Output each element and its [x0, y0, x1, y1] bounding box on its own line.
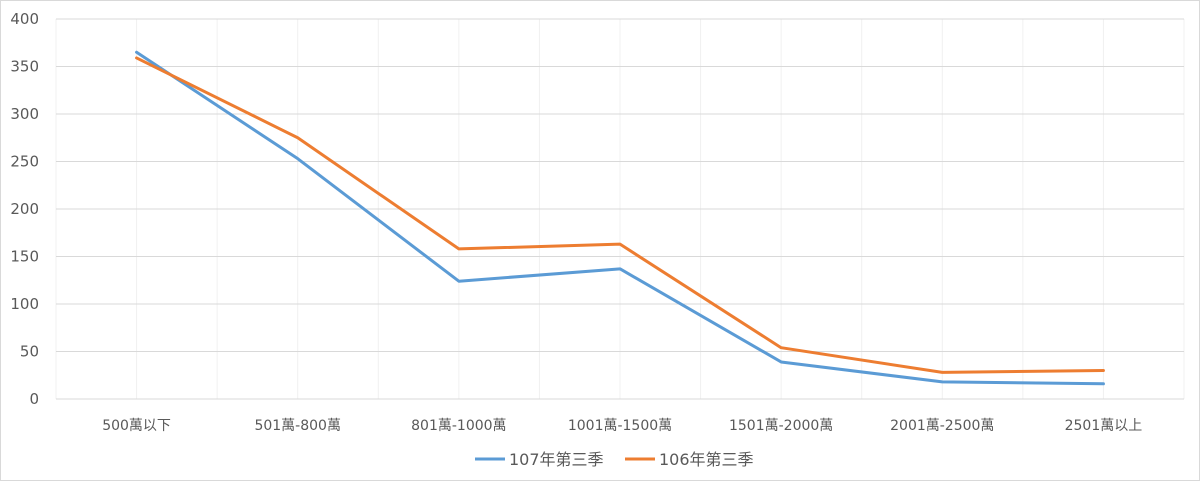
x-tick-label: 500萬以下 [102, 418, 171, 434]
y-tick-label: 100 [10, 295, 39, 313]
y-tick-label: 50 [20, 343, 39, 361]
series-line [135, 50, 1105, 386]
y-tick-label: 350 [10, 58, 39, 76]
y-tick-label: 0 [29, 390, 39, 408]
legend-label: 107年第三季 [509, 450, 604, 469]
x-tick-label: 801萬-1000萬 [411, 418, 506, 434]
legend-label: 106年第三季 [659, 450, 754, 469]
series-line [135, 56, 1105, 374]
x-tick-label: 1001萬-1500萬 [568, 418, 672, 434]
y-tick-label: 300 [10, 105, 39, 123]
x-tick-label: 501萬-800萬 [254, 418, 341, 434]
x-tick-label: 2001萬-2500萬 [890, 418, 994, 434]
x-tick-label: 2501萬以上 [1065, 418, 1143, 434]
y-tick-label: 250 [10, 153, 39, 171]
y-tick-label: 400 [10, 10, 39, 28]
y-tick-label: 200 [10, 200, 39, 218]
x-tick-label: 1501萬-2000萬 [729, 418, 833, 434]
y-tick-label: 150 [10, 248, 39, 266]
